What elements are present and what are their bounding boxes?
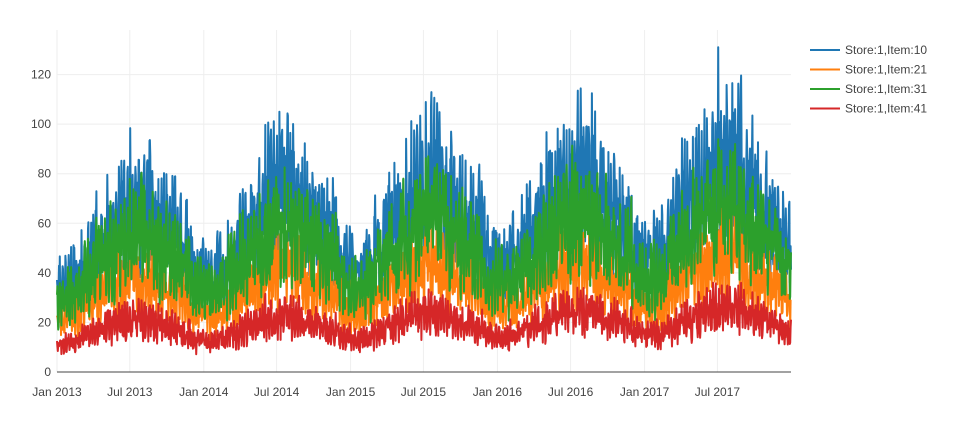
legend-label: Store:1,Item:21 <box>845 63 927 77</box>
y-tick-label: 80 <box>38 167 52 181</box>
x-tick-label: Jan 2016 <box>473 385 523 399</box>
x-tick-label: Jul 2014 <box>254 385 300 399</box>
y-tick-label: 120 <box>31 68 51 82</box>
axis-layer: 0 20 40 60 80 100 120 Jan 2013 Jul 2013 Jan 2014 J… <box>31 68 791 399</box>
series-line[interactable] <box>56 138 792 331</box>
series-layer[interactable] <box>56 46 792 356</box>
legend-item[interactable]: Store:1,Item:21 <box>810 63 927 77</box>
series-line[interactable] <box>56 281 792 356</box>
y-tick-label: 40 <box>38 266 52 280</box>
legend-label: Store:1,Item:31 <box>845 82 927 96</box>
legend-label: Store:1,Item:10 <box>845 43 927 57</box>
x-tick-label: Jul 2015 <box>401 385 447 399</box>
y-tick-label: 60 <box>38 216 52 230</box>
legend[interactable]: Store:1,Item:10 Store:1,Item:21 Store:1,It… <box>810 43 927 116</box>
x-tick-label: Jan 2014 <box>179 385 229 399</box>
y-tick-label: 0 <box>44 365 51 379</box>
legend-item[interactable]: Store:1,Item:10 <box>810 43 927 57</box>
x-tick-label: Jan 2013 <box>32 385 82 399</box>
legend-item[interactable]: Store:1,Item:41 <box>810 102 927 116</box>
x-tick-label: Jan 2015 <box>326 385 376 399</box>
x-tick-label: Jan 2017 <box>620 385 670 399</box>
x-tick-label: Jul 2013 <box>107 385 153 399</box>
legend-label: Store:1,Item:41 <box>845 102 927 116</box>
legend-item[interactable]: Store:1,Item:31 <box>810 82 927 96</box>
y-tick-label: 20 <box>38 315 52 329</box>
x-tick-label: Jul 2016 <box>548 385 594 399</box>
y-tick-label: 100 <box>31 117 51 131</box>
x-tick-label: Jul 2017 <box>695 385 741 399</box>
